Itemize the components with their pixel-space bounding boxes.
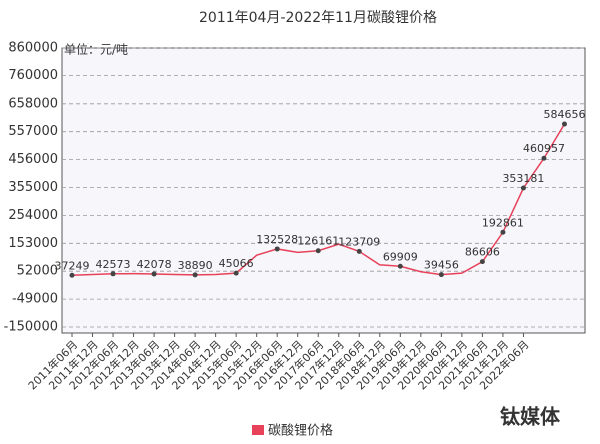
point xyxy=(192,272,198,278)
point xyxy=(500,229,506,235)
data-label: 353181 xyxy=(502,172,544,185)
data-label: 42078 xyxy=(137,258,172,271)
y-tick-label: 658000 xyxy=(8,96,58,111)
data-label: 39456 xyxy=(424,259,459,272)
point xyxy=(356,248,362,254)
y-tick-label: 557000 xyxy=(8,124,58,139)
point xyxy=(151,271,157,277)
point xyxy=(110,271,116,277)
data-label: 123709 xyxy=(338,235,380,248)
y-tick-label: 254000 xyxy=(8,208,58,223)
data-label: 42573 xyxy=(96,258,131,271)
chart-title: 2011年04月-2022年11月碳酸锂价格 xyxy=(199,10,437,26)
y-tick-label: 456000 xyxy=(8,152,58,167)
point xyxy=(274,246,280,252)
y-tick-label: -150000 xyxy=(4,320,58,335)
point xyxy=(520,185,526,191)
data-label: 584656 xyxy=(543,108,585,121)
y-tick-label: -49000 xyxy=(12,292,58,307)
watermark: 钛媒体 xyxy=(500,405,561,429)
data-label: 69909 xyxy=(383,250,418,263)
y-tick-label: 860000 xyxy=(8,41,58,56)
data-label: 45066 xyxy=(219,257,254,270)
point xyxy=(561,121,567,127)
data-label: 38890 xyxy=(178,259,213,272)
point xyxy=(397,263,403,269)
plot-area xyxy=(61,47,586,334)
data-label: 86606 xyxy=(465,246,500,259)
data-label: 126161 xyxy=(297,235,339,248)
point xyxy=(479,259,485,265)
point xyxy=(438,272,444,278)
y-tick-label: 760000 xyxy=(8,68,58,83)
y-tick-label: 153000 xyxy=(8,236,58,251)
point xyxy=(315,248,321,254)
legend-label: 碳酸锂价格 xyxy=(268,423,333,439)
data-label: 460957 xyxy=(523,142,565,155)
data-label: 132528 xyxy=(256,233,298,246)
point xyxy=(233,270,239,276)
point xyxy=(541,155,547,161)
data-label: 37249 xyxy=(55,259,90,272)
y-tick-label: 52000 xyxy=(17,264,58,279)
y-axis-label: 单位：元/吨 xyxy=(64,42,128,57)
legend-swatch xyxy=(252,425,264,435)
point xyxy=(69,272,75,278)
y-tick-label: 355000 xyxy=(8,180,58,195)
data-label: 192861 xyxy=(482,216,524,229)
